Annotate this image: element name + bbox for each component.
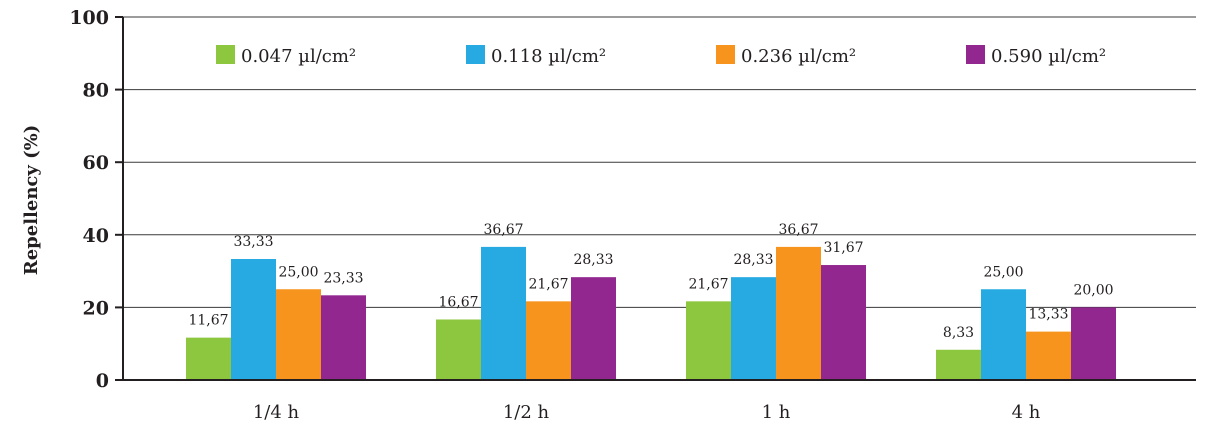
bar: [731, 277, 776, 380]
bar: [1026, 331, 1071, 380]
bar: [231, 259, 276, 380]
data-label: 31,67: [823, 240, 863, 256]
y-tick-label: 20: [83, 297, 109, 319]
bar: [276, 289, 321, 380]
bar: [481, 246, 526, 380]
bar: [186, 337, 231, 380]
data-label: 20,00: [1073, 282, 1113, 298]
y-tick-label: 40: [83, 225, 109, 247]
bar: [436, 319, 481, 380]
data-label: 28,33: [733, 252, 773, 268]
y-tick-label: 100: [69, 7, 109, 29]
x-axis-categories: 1/4 h 1/2 h 1 h 4 h: [253, 402, 1041, 423]
legend-label: 0.118 µl/cm²: [491, 46, 606, 67]
data-label: 21,67: [528, 276, 568, 292]
legend-swatch: [466, 45, 485, 64]
bar: [571, 277, 616, 380]
data-label: 33,33: [233, 234, 273, 250]
y-tick-label: 0: [96, 370, 109, 392]
bar: [686, 301, 731, 380]
data-label: 25,00: [983, 264, 1023, 280]
bars: [186, 246, 1116, 380]
legend: 0.047 µl/cm² 0.118 µl/cm² 0.236 µl/cm² 0.59…: [216, 45, 1106, 67]
legend-label: 0.236 µl/cm²: [741, 46, 856, 67]
legend-swatch: [716, 45, 735, 64]
y-axis-ticks: 0 20 40 60 80 100: [69, 7, 123, 392]
y-tick-label: 60: [83, 152, 109, 174]
bar: [776, 246, 821, 380]
data-label: 13,33: [1028, 307, 1068, 323]
bar: [321, 295, 366, 380]
data-labels: 11,67 33,33 25,00 23,33 16,67 36,67 21,67 28,33…: [188, 222, 1113, 341]
legend-label: 0.047 µl/cm²: [241, 46, 356, 67]
y-axis-label: Repellency (%): [21, 125, 42, 276]
legend-swatch: [966, 45, 985, 64]
data-label: 23,33: [323, 270, 363, 286]
bar: [1071, 307, 1116, 380]
bar: [526, 301, 571, 380]
y-tick-label: 80: [83, 80, 109, 102]
data-label: 11,67: [188, 313, 228, 329]
data-label: 36,67: [483, 222, 523, 238]
data-label: 16,67: [438, 294, 478, 310]
legend-swatch: [216, 45, 235, 64]
x-tick-label: 4 h: [1012, 402, 1041, 423]
x-tick-label: 1/2 h: [503, 402, 550, 423]
data-label: 8,33: [943, 325, 974, 341]
x-tick-label: 1/4 h: [253, 402, 300, 423]
legend-label: 0.590 µl/cm²: [991, 46, 1106, 67]
bar: [936, 349, 981, 380]
data-label: 36,67: [778, 222, 818, 238]
bar: [981, 289, 1026, 380]
x-tick-label: 1 h: [762, 402, 791, 423]
data-label: 28,33: [573, 252, 613, 268]
data-label: 21,67: [688, 276, 728, 292]
bar: [821, 265, 866, 380]
data-label: 25,00: [278, 264, 318, 280]
